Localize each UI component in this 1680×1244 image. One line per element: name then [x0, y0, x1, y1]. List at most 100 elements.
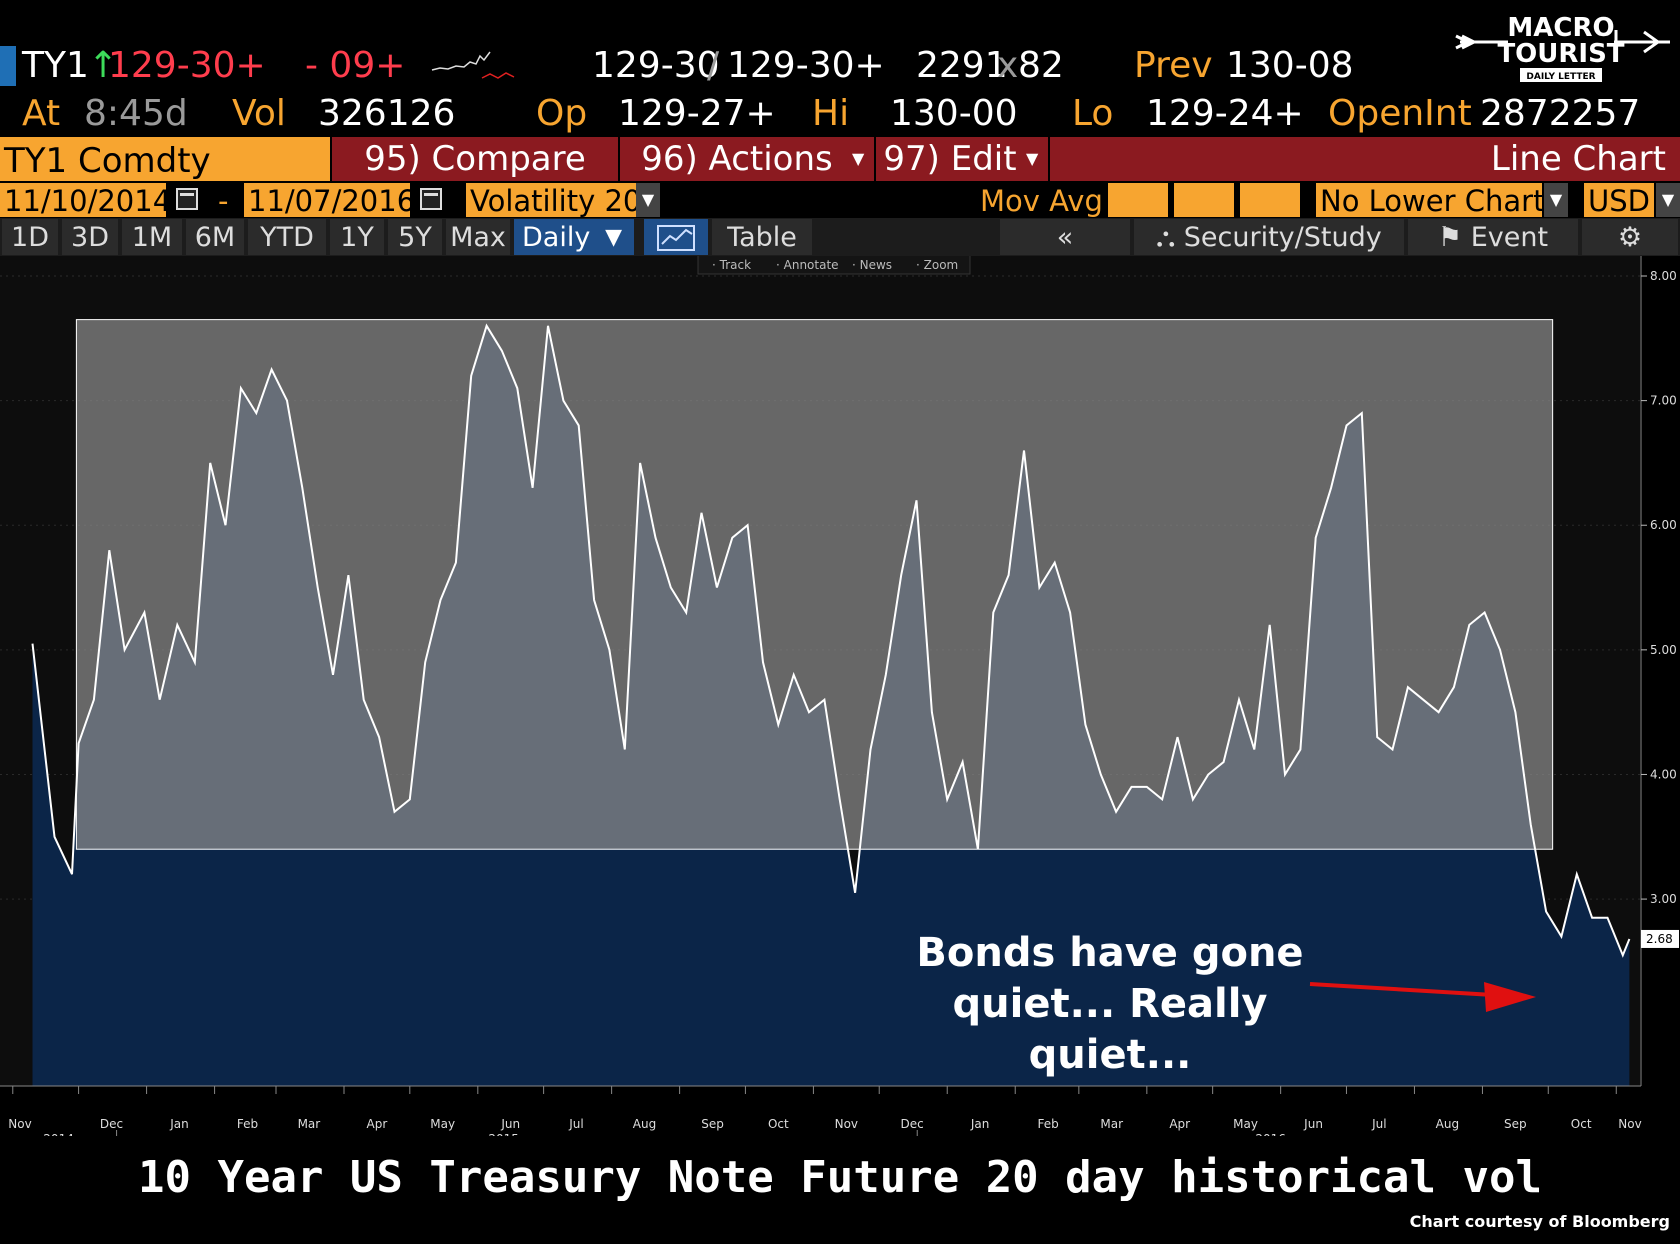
- x-tick-label: Nov: [1618, 1117, 1641, 1131]
- period-ytd[interactable]: YTD: [248, 219, 326, 255]
- event-label: Event: [1470, 222, 1549, 253]
- x-tick-label: Jun: [500, 1117, 520, 1131]
- x-tick-label: Feb: [1038, 1117, 1059, 1131]
- macro-tourist-logo: MACRO TOURIST DAILY LETTER: [1448, 10, 1674, 88]
- ticker[interactable]: TY1: [22, 45, 89, 86]
- annotation-arrow-head: [1484, 982, 1536, 1012]
- ask-price: 129-30+: [727, 45, 885, 86]
- y-tick-label: 8.00: [1650, 269, 1677, 283]
- settings-gear-icon[interactable]: ⚙: [1582, 219, 1678, 255]
- frequency-dropdown-icon: ▼: [605, 225, 622, 250]
- x-year-label: 2014: [43, 1132, 74, 1136]
- security-study-button[interactable]: ⛬ Security/Study: [1134, 219, 1404, 255]
- x-tick-label: Nov: [835, 1117, 858, 1131]
- x-tick-label: Mar: [1100, 1117, 1123, 1131]
- currency-select[interactable]: USD: [1584, 183, 1654, 218]
- x-tick-label: Apr: [367, 1117, 388, 1131]
- event-button[interactable]: ⚑ Event: [1408, 219, 1578, 255]
- calendar-icon[interactable]: [420, 188, 442, 210]
- period-6m[interactable]: 6M: [186, 219, 244, 255]
- command-bar: TY1 Comdty 95) Compare 96) Actions ▼ 97)…: [0, 137, 1680, 181]
- ask-size: 82: [1018, 45, 1064, 86]
- mov-avg-input-3[interactable]: [1240, 183, 1300, 217]
- date-range-bar: 11/10/2014 - 11/07/2016 Volatility 20 ▼ …: [0, 183, 1680, 218]
- currency-dropdown-icon[interactable]: ▼: [1656, 183, 1680, 217]
- flag-icon: ⚑: [1437, 222, 1471, 253]
- frequency-select[interactable]: Daily ▼: [514, 219, 634, 255]
- field-dropdown-icon[interactable]: ▼: [636, 183, 660, 217]
- volume-value: 326126: [318, 93, 456, 134]
- bid-ask-separator: /: [707, 45, 720, 86]
- security-input[interactable]: TY1 Comdty: [0, 137, 330, 181]
- x-year-label: 2016: [1255, 1132, 1286, 1136]
- y-tick-label: 6.00: [1650, 518, 1677, 532]
- low-value: 129-24+: [1146, 93, 1304, 134]
- prev-label: Prev: [1134, 45, 1213, 86]
- security-study-label: Security/Study: [1183, 222, 1382, 253]
- x-tick-label: Jul: [568, 1117, 583, 1131]
- period-1d[interactable]: 1D: [2, 219, 58, 255]
- last-value-label: 2.68: [1646, 932, 1673, 946]
- quote-line-1: TY1 ↑ 129-30+ - 09+ 129-30 / 129-30+ 229…: [0, 44, 1680, 92]
- lower-chart-select[interactable]: No Lower Chart: [1316, 183, 1544, 218]
- period-max[interactable]: Max: [446, 219, 510, 255]
- high-label: Hi: [812, 93, 850, 134]
- x-tick-label: Jun: [1303, 1117, 1323, 1131]
- bid-price: 129-30: [592, 45, 720, 86]
- collapse-button[interactable]: «: [1000, 219, 1130, 255]
- y-tick-label: 7.00: [1650, 394, 1677, 408]
- table-button[interactable]: Table: [712, 219, 812, 255]
- period-1m[interactable]: 1M: [122, 219, 182, 255]
- series-line: [31, 323, 1631, 958]
- last-price: 129-30+: [108, 45, 266, 86]
- chart-type-label[interactable]: Line Chart: [1490, 139, 1666, 179]
- frequency-label: Daily: [522, 222, 591, 253]
- edit-dropdown-icon: ▼: [1026, 149, 1039, 168]
- start-date-input[interactable]: 11/10/2014: [0, 183, 171, 218]
- date-dash: -: [218, 183, 229, 218]
- quote-line-2: At 8:45d Vol 326126 Op 129-27+ Hi 130-00…: [0, 92, 1680, 136]
- highlight-band: [75, 319, 1554, 850]
- y-tick-label: 3.00: [1650, 892, 1677, 906]
- x-axis: Nov Dec Jan Feb Mar Apr May Jun Jul Aug Sep Oct Nov D…: [0, 1085, 1642, 1146]
- calendar-icon[interactable]: [176, 188, 198, 210]
- y-axis: 8.00 7.00 6.00 5.00 4.00 3.00 2.68: [1640, 256, 1679, 1086]
- line-chart-icon[interactable]: [644, 219, 708, 255]
- mov-avg-input-1[interactable]: [1108, 183, 1168, 217]
- x-tick-label: Sep: [701, 1117, 724, 1131]
- x-tick-label: Mar: [298, 1117, 321, 1131]
- x-year-label: 2015: [488, 1132, 519, 1136]
- bid-size: 2291: [916, 45, 1008, 86]
- size-separator: x: [997, 45, 1019, 86]
- logo-line-3: DAILY LETTER: [1526, 72, 1595, 82]
- period-5y[interactable]: 5Y: [388, 219, 442, 255]
- annotation-arrow-shaft: [1309, 982, 1511, 998]
- x-tick-label: Dec: [901, 1117, 924, 1131]
- x-tick-label: Oct: [1571, 1117, 1592, 1131]
- low-label: Lo: [1072, 93, 1114, 134]
- end-date-input[interactable]: 11/07/2016: [244, 183, 415, 218]
- high-value: 130-00: [890, 93, 1018, 134]
- mov-avg-input-2[interactable]: [1174, 183, 1234, 217]
- volume-label: Vol: [232, 93, 286, 134]
- x-tick-label: Feb: [237, 1117, 258, 1131]
- x-tick-label: Nov: [8, 1117, 31, 1131]
- field-select[interactable]: Volatility 20: [466, 183, 641, 218]
- lower-chart-dropdown-icon[interactable]: ▼: [1544, 183, 1568, 217]
- tool-annotate: · Annotate: [776, 258, 839, 272]
- annotation-line-3: quiet...: [1029, 1032, 1192, 1078]
- open-interest-value: 2872257: [1480, 93, 1641, 134]
- prev-value: 130-08: [1226, 45, 1354, 86]
- period-1y[interactable]: 1Y: [330, 219, 384, 255]
- x-tick-label: May: [430, 1117, 455, 1131]
- x-tick-label: Jul: [1371, 1117, 1386, 1131]
- period-3d[interactable]: 3D: [62, 219, 118, 255]
- edit-button[interactable]: 97) Edit: [883, 139, 1017, 179]
- actions-button[interactable]: 96) Actions: [641, 139, 833, 179]
- mov-avg-label: Mov Avg: [980, 183, 1103, 218]
- compare-button[interactable]: 95) Compare: [364, 139, 586, 179]
- chart-svg: 8.00 7.00 6.00 5.00 4.00 3.00 2.68 Nov Dec Jan Fe…: [0, 253, 1680, 1146]
- x-tick-label: Jan: [169, 1117, 189, 1131]
- up-arrow-icon: ↑: [88, 45, 119, 86]
- footer-credit: Chart courtesy of Bloomberg: [1409, 1212, 1670, 1231]
